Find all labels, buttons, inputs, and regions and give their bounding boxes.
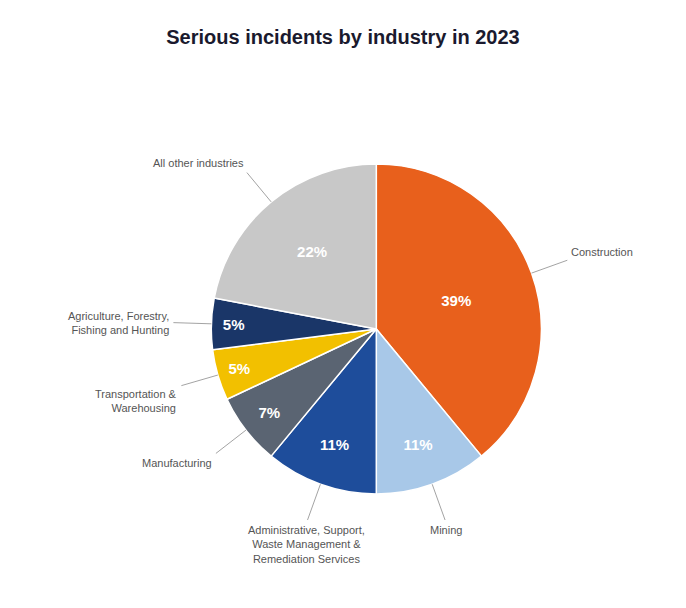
svg-text:11%: 11%	[320, 436, 349, 453]
svg-text:5%: 5%	[228, 360, 250, 377]
svg-text:Transportation &Warehousing: Transportation &Warehousing	[95, 388, 177, 414]
svg-text:Agriculture, Forestry,Fishing: Agriculture, Forestry,Fishing and Huntin…	[68, 310, 169, 336]
svg-text:All other industries: All other industries	[153, 157, 244, 169]
svg-text:11%: 11%	[403, 436, 432, 453]
svg-text:Serious incidents by industry: Serious incidents by industry in 2023	[166, 26, 519, 48]
svg-text:39%: 39%	[441, 292, 471, 309]
svg-text:22%: 22%	[297, 243, 327, 260]
svg-text:Mining: Mining	[430, 524, 462, 536]
svg-text:Construction: Construction	[571, 246, 633, 258]
svg-text:5%: 5%	[223, 316, 245, 333]
svg-text:Manufacturing: Manufacturing	[142, 457, 212, 469]
svg-text:7%: 7%	[258, 404, 280, 421]
svg-text:Administrative, Support,Waste: Administrative, Support,Waste Management…	[248, 524, 365, 565]
